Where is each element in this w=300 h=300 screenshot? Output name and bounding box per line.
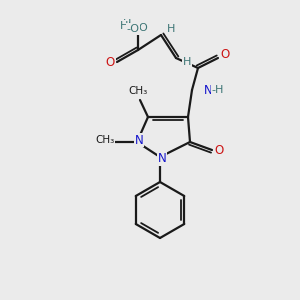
Text: N: N [135, 134, 143, 146]
Text: CH₃: CH₃ [128, 86, 148, 96]
Text: H: H [183, 57, 191, 67]
Text: N: N [204, 83, 212, 97]
Text: O: O [105, 56, 115, 68]
Text: -O: -O [127, 24, 140, 34]
Text: H: H [120, 21, 128, 31]
Text: N: N [158, 152, 166, 166]
Text: O: O [220, 49, 230, 62]
Text: -H: -H [212, 85, 224, 95]
Text: CH₃: CH₃ [95, 135, 115, 145]
Text: O: O [214, 143, 224, 157]
Text: O: O [139, 23, 147, 33]
Text: H: H [167, 24, 175, 34]
Text: -: - [134, 24, 138, 34]
Text: H: H [123, 19, 131, 29]
